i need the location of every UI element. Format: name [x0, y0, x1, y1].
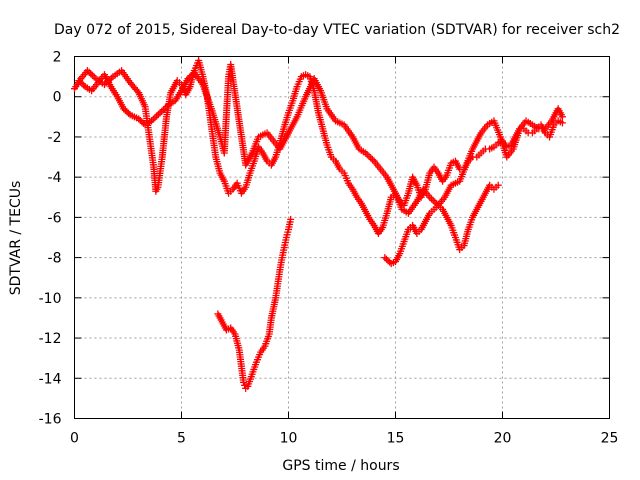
plot-frame — [74, 56, 610, 419]
data-point — [382, 255, 390, 263]
data-markers — [71, 57, 566, 392]
y-axis-label: SDTVAR / TECUs — [8, 181, 24, 296]
data-point — [75, 77, 83, 85]
data-point — [186, 73, 194, 81]
data-point — [427, 195, 435, 203]
y-tick-label: -8 — [48, 251, 62, 267]
data-point — [158, 107, 166, 115]
data-point — [87, 70, 95, 78]
data-point — [367, 154, 375, 162]
data-point — [123, 108, 131, 116]
x-tick-label: 15 — [387, 431, 405, 447]
x-tick-label: 25 — [601, 431, 619, 447]
y-tick-label: -2 — [48, 130, 62, 146]
x-axis-label: GPS time / hours — [282, 458, 399, 474]
data-point — [78, 80, 86, 88]
data-point — [88, 71, 96, 79]
data-point — [287, 215, 295, 223]
data-point — [90, 73, 98, 81]
data-point — [240, 378, 248, 386]
y-tick-label: -6 — [48, 210, 62, 226]
y-tick-label: -10 — [39, 291, 62, 307]
data-point — [80, 81, 88, 89]
data-point — [76, 78, 84, 86]
data-point — [153, 112, 161, 120]
data-point — [135, 115, 143, 123]
data-point — [558, 119, 566, 127]
y-tick-label: -14 — [39, 371, 62, 387]
data-point — [558, 113, 566, 121]
data-point — [120, 105, 128, 113]
data-point — [151, 114, 159, 122]
data-point — [368, 155, 376, 163]
data-point — [429, 196, 437, 204]
data-point — [381, 254, 389, 262]
y-tick-label: -12 — [39, 331, 62, 347]
data-point — [125, 109, 133, 117]
x-tick-label: 10 — [280, 431, 298, 447]
x-tick-label: 5 — [177, 431, 186, 447]
grid-lines — [74, 56, 610, 419]
data-point — [187, 72, 195, 80]
data-point — [156, 109, 164, 117]
y-tick-label: -4 — [48, 170, 62, 186]
data-point — [121, 106, 129, 114]
data-point — [154, 110, 162, 118]
x-tick-label: 20 — [494, 431, 512, 447]
chart-title: Day 072 of 2015, Sidereal Day-to-day VTE… — [54, 22, 620, 38]
data-point — [138, 118, 146, 126]
data-point — [494, 181, 502, 189]
data-point — [136, 116, 144, 124]
data-point — [431, 198, 439, 206]
x-tick-label: 0 — [70, 431, 79, 447]
data-point — [241, 381, 249, 389]
data-point — [384, 257, 392, 265]
y-tick-label: 0 — [53, 90, 62, 106]
data-point — [133, 87, 141, 95]
data-point — [184, 75, 192, 83]
y-tick-label: 2 — [53, 50, 62, 66]
data-point — [365, 152, 373, 160]
y-tick-label: -16 — [39, 412, 62, 428]
